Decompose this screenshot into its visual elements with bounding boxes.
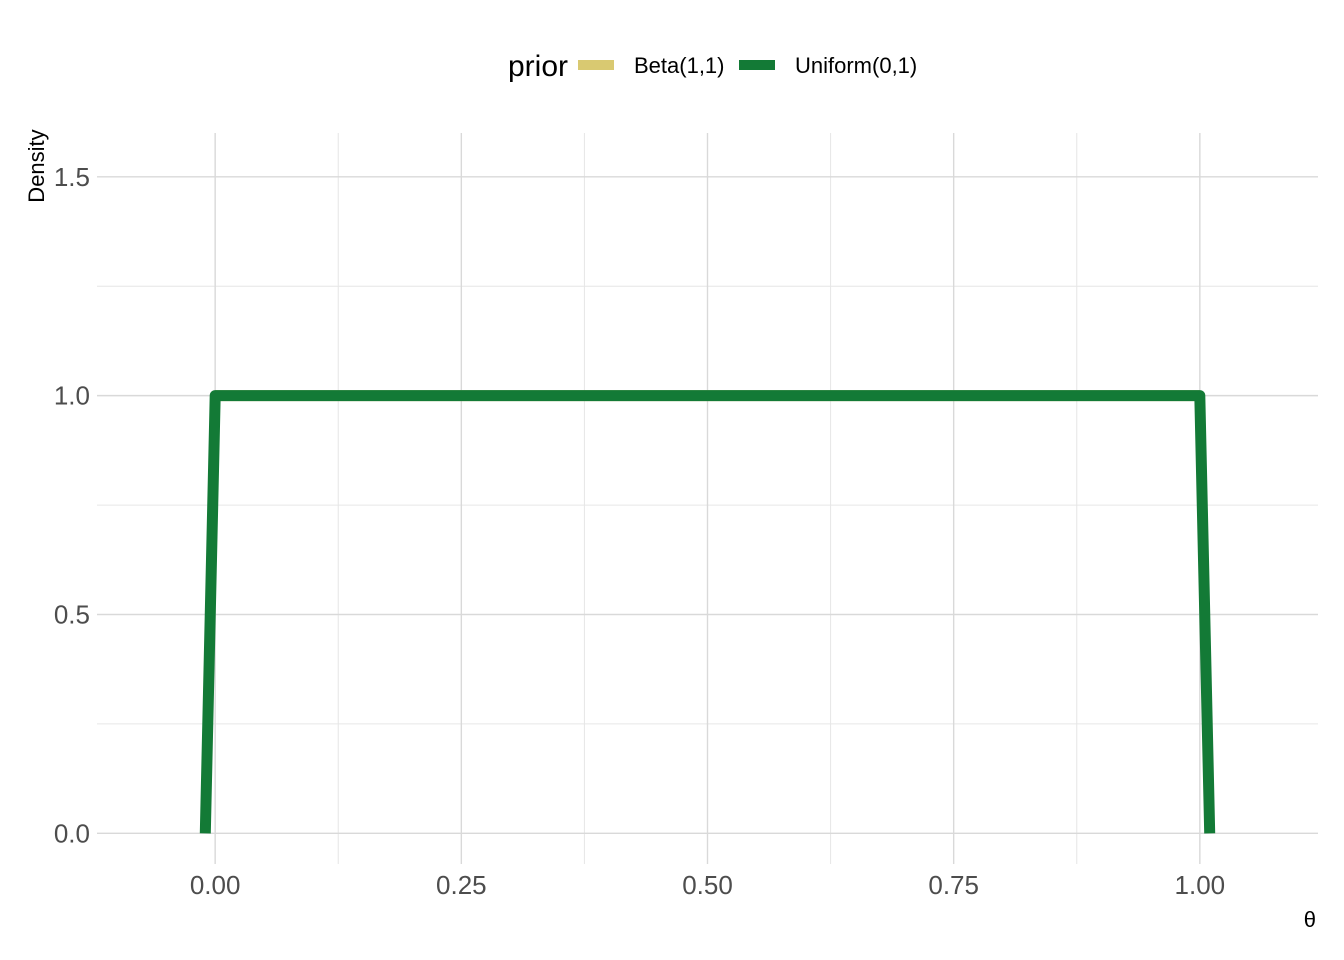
legend-label-beta: Beta(1,1) bbox=[634, 53, 725, 78]
x-tick-label: 0.00 bbox=[190, 870, 241, 900]
y-axis-tick-labels: 0.0 0.5 1.0 1.5 bbox=[54, 162, 90, 849]
y-tick-label: 0.5 bbox=[54, 599, 90, 629]
y-axis-title: Density bbox=[24, 129, 49, 202]
x-tick-label: 0.25 bbox=[436, 870, 487, 900]
legend-title: prior bbox=[508, 50, 568, 83]
y-tick-label: 1.5 bbox=[54, 162, 90, 192]
y-tick-label: 1.0 bbox=[54, 381, 90, 411]
legend-key-beta bbox=[578, 60, 614, 70]
legend: prior Beta(1,1) Uniform(0,1) bbox=[508, 50, 917, 83]
x-tick-label: 0.75 bbox=[928, 870, 979, 900]
x-tick-label: 1.00 bbox=[1175, 870, 1226, 900]
x-axis-title: θ bbox=[1304, 907, 1316, 932]
x-axis-tick-labels: 0.00 0.25 0.50 0.75 1.00 bbox=[190, 870, 1225, 900]
x-tick-label: 0.50 bbox=[682, 870, 733, 900]
legend-label-uniform: Uniform(0,1) bbox=[795, 53, 917, 78]
series-line-uniform-0-1 bbox=[199, 390, 1216, 834]
legend-key-uniform bbox=[739, 60, 775, 70]
y-tick-label: 0.0 bbox=[54, 818, 90, 848]
major-gridlines bbox=[97, 133, 1318, 864]
series-lines bbox=[199, 390, 1216, 834]
